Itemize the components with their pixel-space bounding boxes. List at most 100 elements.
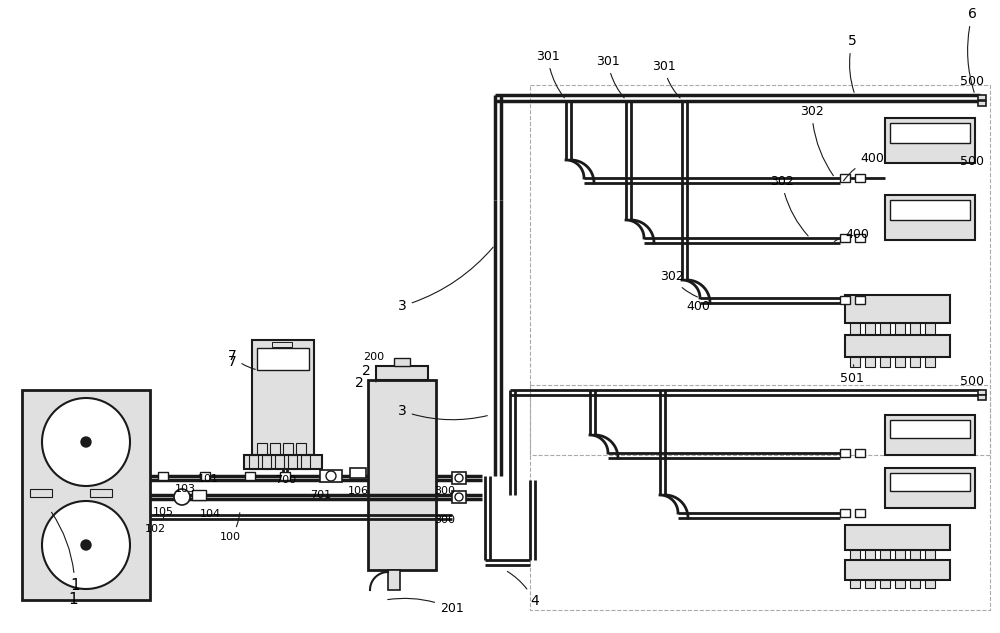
Text: 7: 7 xyxy=(228,349,255,369)
Text: 300: 300 xyxy=(434,515,455,525)
Bar xyxy=(978,101,986,106)
Circle shape xyxy=(326,471,336,481)
Bar xyxy=(910,550,920,560)
Bar xyxy=(257,348,309,370)
Text: 4: 4 xyxy=(507,572,539,608)
Bar xyxy=(885,415,975,455)
Text: 500: 500 xyxy=(960,155,984,168)
Text: 301: 301 xyxy=(536,50,564,98)
Text: 3: 3 xyxy=(398,247,493,313)
Text: 302: 302 xyxy=(660,270,697,297)
Text: 106: 106 xyxy=(348,486,369,496)
Text: 500: 500 xyxy=(960,75,984,88)
Bar xyxy=(855,234,865,242)
Text: 500: 500 xyxy=(960,375,984,388)
Bar xyxy=(320,470,342,482)
Bar xyxy=(452,472,466,484)
Bar xyxy=(158,472,168,480)
Bar xyxy=(910,323,920,335)
Bar xyxy=(272,342,292,347)
Bar xyxy=(865,580,875,588)
Text: 101: 101 xyxy=(198,474,219,484)
Bar xyxy=(880,323,890,335)
Circle shape xyxy=(455,474,463,482)
Bar xyxy=(890,200,970,220)
Bar xyxy=(376,366,428,380)
Bar xyxy=(192,490,206,500)
Text: 400: 400 xyxy=(834,228,869,241)
Bar xyxy=(895,550,905,560)
Text: 700: 700 xyxy=(275,475,296,485)
Bar xyxy=(885,118,975,163)
Bar xyxy=(30,489,52,497)
Bar xyxy=(252,340,314,455)
Bar xyxy=(890,420,970,438)
Bar xyxy=(845,560,950,580)
Bar xyxy=(845,335,950,357)
Bar xyxy=(895,580,905,588)
Bar xyxy=(283,443,293,455)
Bar xyxy=(368,380,436,570)
Bar xyxy=(257,443,267,455)
Bar xyxy=(245,472,255,480)
Text: 501: 501 xyxy=(840,365,864,385)
Text: 201: 201 xyxy=(388,598,464,615)
Bar xyxy=(90,489,112,497)
Bar xyxy=(350,468,366,478)
Circle shape xyxy=(42,398,130,486)
Bar xyxy=(865,323,875,335)
Bar xyxy=(865,357,875,367)
Bar xyxy=(850,323,860,335)
Circle shape xyxy=(174,489,190,505)
Circle shape xyxy=(81,437,91,447)
Bar xyxy=(978,390,986,395)
Bar xyxy=(978,395,986,400)
Text: 5: 5 xyxy=(848,34,857,92)
Bar xyxy=(925,550,935,560)
Bar xyxy=(275,455,284,469)
Text: 6: 6 xyxy=(968,7,977,92)
Text: 2: 2 xyxy=(362,364,376,382)
Text: 400: 400 xyxy=(686,300,710,313)
Bar xyxy=(855,296,865,304)
Text: 105: 105 xyxy=(153,507,174,517)
Bar xyxy=(890,473,970,491)
Circle shape xyxy=(42,501,130,589)
Bar xyxy=(840,234,850,242)
Bar xyxy=(850,550,860,560)
Bar xyxy=(850,357,860,367)
Bar xyxy=(880,580,890,588)
Bar xyxy=(280,472,290,480)
Bar xyxy=(270,443,280,455)
Bar xyxy=(200,472,210,480)
Text: 200: 200 xyxy=(363,352,384,362)
Text: 301: 301 xyxy=(652,60,680,98)
Text: 100: 100 xyxy=(220,513,241,542)
Text: 104: 104 xyxy=(200,509,221,519)
Bar xyxy=(840,174,850,182)
Bar xyxy=(262,455,271,469)
Bar xyxy=(388,570,400,590)
Text: 301: 301 xyxy=(596,55,624,98)
Bar xyxy=(452,491,466,503)
Text: 400: 400 xyxy=(844,152,884,181)
Bar xyxy=(301,455,310,469)
Text: 701: 701 xyxy=(310,490,331,500)
Bar xyxy=(296,443,306,455)
Bar xyxy=(530,85,990,455)
Bar xyxy=(925,580,935,588)
Bar xyxy=(855,174,865,182)
Circle shape xyxy=(455,493,463,501)
Text: 300: 300 xyxy=(434,486,455,496)
Bar xyxy=(895,357,905,367)
Bar xyxy=(885,468,975,508)
Bar xyxy=(845,525,950,550)
Text: 1: 1 xyxy=(52,512,80,593)
Bar xyxy=(840,509,850,517)
Text: 1: 1 xyxy=(68,592,78,607)
Bar xyxy=(880,550,890,560)
Bar xyxy=(880,357,890,367)
Text: 3: 3 xyxy=(398,404,487,420)
Bar xyxy=(850,580,860,588)
Text: 2: 2 xyxy=(355,376,364,390)
